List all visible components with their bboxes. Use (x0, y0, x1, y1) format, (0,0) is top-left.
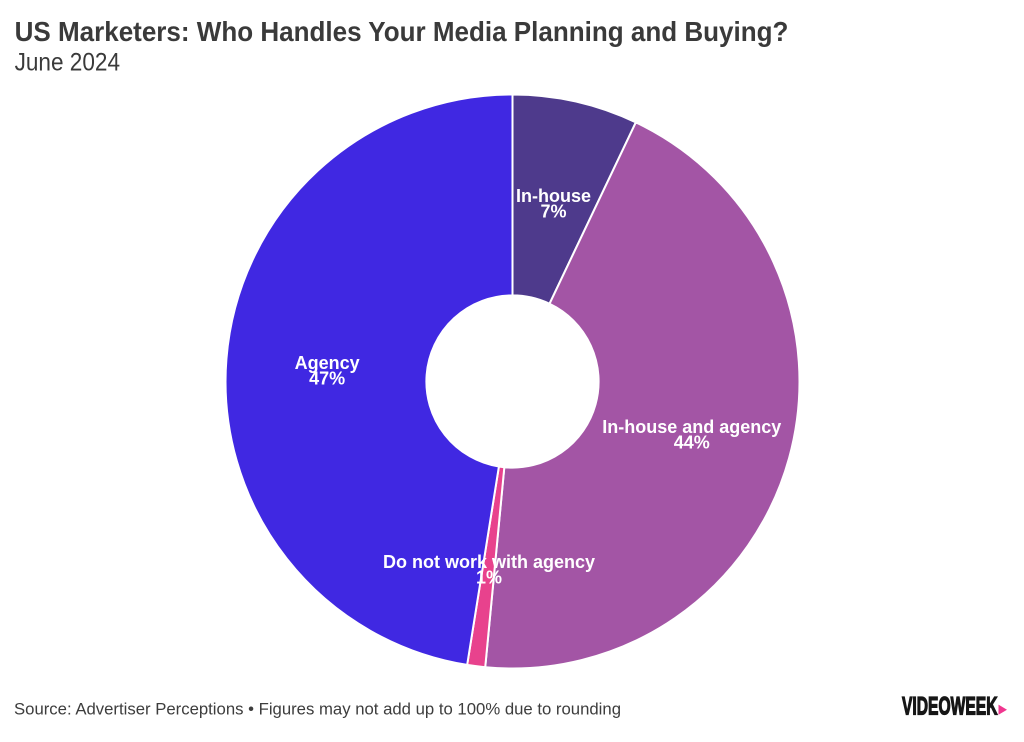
pie-slice-in-house (511, 93, 638, 306)
play-triangle-icon (998, 704, 1007, 715)
source-note: Source: Advertiser Perceptions • Figures… (14, 700, 621, 718)
pie-label-in-house: In-house 7% (516, 186, 591, 222)
videoweek-logo-text: VIDEOWEEK (902, 692, 998, 720)
pie-slice-agency (224, 93, 514, 667)
chart-title: US Marketers: Who Handles Your Media Pla… (15, 16, 789, 47)
videoweek-logo: VIDEOWEEK (901, 692, 1007, 721)
donut-plot: In-house 7% In-house and agency 44% Do not w… (224, 93, 801, 670)
pie-label-in-house-and-agency: In-house and agency 44% (602, 417, 781, 453)
pie-label-agency: Agency 47% (295, 353, 360, 389)
pie-label-do-not-work-with-agency: Do not work with agency 1% (383, 552, 595, 588)
chart-subtitle: June 2024 (15, 49, 120, 77)
pie-slice-in-house-and-agency (484, 121, 801, 670)
